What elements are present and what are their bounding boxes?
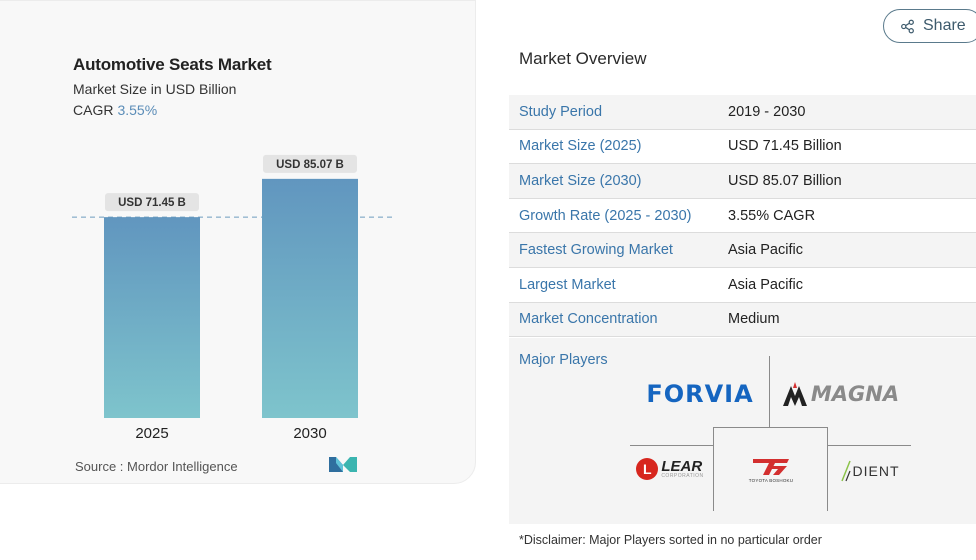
category-label: 2025 (135, 425, 168, 442)
adient-logo: DIENT (835, 458, 905, 484)
magna-mark-icon (782, 382, 807, 406)
market-overview-table: Study Period 2019 - 2030 Market Size (2025… (509, 95, 976, 338)
overview-row: Growth Rate (2025 - 2030) 3.55% CAGR (509, 198, 976, 234)
forvia-logo: FORVIA (646, 380, 754, 408)
overview-value: USD 85.07 Billion (728, 172, 842, 189)
overview-row: Market Size (2025) USD 71.45 Billion (509, 129, 976, 165)
overview-value: Asia Pacific (728, 242, 803, 259)
overview-key: Largest Market (519, 276, 616, 293)
logo-grid-divider (827, 445, 911, 446)
category-label: 2030 (293, 425, 326, 442)
toyota-boshoku-sub: TOYOTA BOSHOKU (748, 477, 794, 483)
overview-key: Market Concentration (519, 311, 658, 328)
overview-row: Fastest Growing Market Asia Pacific (509, 233, 976, 268)
cagr-value: 3.55% (117, 102, 158, 118)
lear-name: LEAR (661, 458, 703, 475)
overview-value: USD 71.45 Billion (728, 138, 842, 155)
logo-grid-divider (769, 356, 770, 428)
data-label-bg (263, 154, 357, 173)
overview-value: Medium (728, 311, 780, 328)
overview-value: Asia Pacific (728, 276, 803, 293)
data-label: USD 71.45 B (118, 197, 186, 209)
chart-subtitle: Market Size in USD Billion (73, 81, 237, 97)
overview-key: Growth Rate (2025 - 2030) (519, 207, 692, 224)
overview-value: 3.55% CAGR (728, 207, 816, 224)
toyota-boshoku-logo: TOYOTA BOSHOKU (740, 452, 802, 486)
overview-key: Fastest Growing Market (519, 242, 673, 259)
toyota-boshoku-mark-icon (753, 458, 789, 475)
major-players-panel (509, 338, 976, 524)
overview-key: Market Size (2030) (519, 172, 642, 189)
lear-sub: CORPORATION (661, 473, 704, 479)
overview-row: Largest Market Asia Pacific (509, 267, 976, 303)
disclaimer: *Disclaimer: Major Players sorted in no … (519, 533, 822, 547)
lear-logo: L LEAR CORPORATION (634, 454, 706, 484)
logo-grid-divider (713, 427, 714, 511)
magna-logo: MAGNA (775, 378, 907, 410)
share-icon (901, 19, 914, 33)
chart-title: Automotive Seats Market (73, 55, 272, 74)
chart-source: Source : Mordor Intelligence (75, 459, 238, 474)
bar-2030 (262, 178, 358, 418)
overview-key: Study Period (519, 103, 603, 120)
overview-row: Study Period 2019 - 2030 (509, 95, 976, 130)
overview-row: Market Size (2030) USD 85.07 Billion (509, 164, 976, 199)
data-label-bg (105, 193, 199, 212)
overview-key: Market Size (2025) (519, 138, 642, 155)
bar-2025 (104, 217, 200, 418)
logo-grid-divider (713, 427, 828, 428)
chart-card (0, 0, 476, 484)
bar-chart: USD 71.45 B 2025 USD 85.07 B 2030 (72, 154, 392, 442)
chart-cagr: CAGR 3.55% (73, 102, 157, 118)
share-label: Share (923, 17, 966, 34)
overview-row: Market Concentration Medium (509, 302, 976, 338)
magna-name: MAGNA (810, 382, 900, 406)
adient-mark-icon (840, 460, 851, 482)
share-button[interactable]: Share (883, 9, 976, 43)
data-label: USD 85.07 B (276, 159, 344, 171)
logo-grid-divider (827, 427, 828, 511)
overview-value: 2019 - 2030 (728, 103, 806, 120)
mordor-intelligence-logo-icon (329, 457, 357, 472)
adient-name: DIENT (852, 463, 900, 479)
cagr-label: CAGR (73, 102, 114, 118)
market-overview-title: Market Overview (519, 49, 647, 68)
logo-grid-divider (630, 445, 714, 446)
lear-mark-icon: L (636, 458, 659, 480)
major-players-label: Major Players (519, 352, 608, 368)
